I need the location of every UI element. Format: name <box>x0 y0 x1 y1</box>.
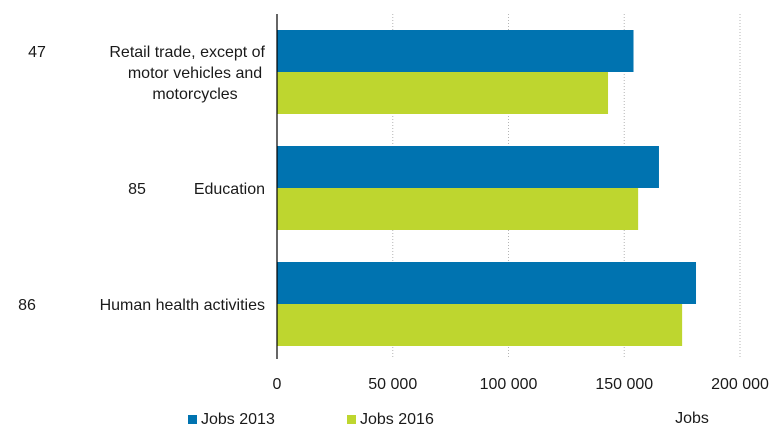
category-code: 85 <box>128 181 146 198</box>
bar-jobs-2016-85 <box>277 188 639 230</box>
x-tick-labels: 0 50 000 100 000 150 000 200 000 <box>273 376 769 393</box>
x-tick-label: 100 000 <box>480 376 538 393</box>
legend-label: Jobs 2016 <box>360 411 434 428</box>
legend-label: Jobs 2013 <box>201 411 275 428</box>
bars <box>277 30 697 346</box>
legend: Jobs 2013 Jobs 2016 <box>188 411 434 428</box>
category-label-line: Education <box>194 181 265 198</box>
x-tick-label: 50 000 <box>368 376 417 393</box>
category-code: 47 <box>28 44 46 61</box>
category-label-line: Retail trade, except of <box>109 44 265 61</box>
x-tick-label: 200 000 <box>711 376 769 393</box>
bar-jobs-2016-47 <box>277 72 609 114</box>
category-label-line: Human health activities <box>100 297 265 314</box>
category-label-line: motor vehicles and <box>128 65 262 82</box>
category-labels: Retail trade, except of motor vehicles an… <box>18 44 265 314</box>
legend-swatch <box>188 415 197 424</box>
bar-jobs-2013-47 <box>277 30 634 72</box>
x-tick-label: 0 <box>273 376 282 393</box>
bar-jobs-2013-86 <box>277 262 697 304</box>
x-axis-label: Jobs <box>675 410 709 427</box>
legend-swatch <box>347 415 356 424</box>
bar-jobs-2016-86 <box>277 304 683 346</box>
category-label-line: motorcycles <box>152 86 237 103</box>
category-code: 86 <box>18 297 36 314</box>
bar-jobs-2013-85 <box>277 146 659 188</box>
x-tick-label: 150 000 <box>595 376 653 393</box>
